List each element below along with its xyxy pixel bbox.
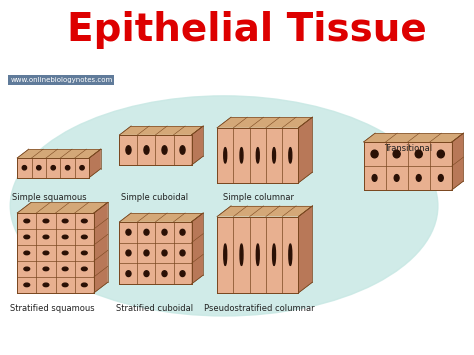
Ellipse shape [126, 229, 131, 235]
Ellipse shape [62, 283, 68, 286]
Ellipse shape [24, 283, 30, 286]
Ellipse shape [43, 235, 49, 239]
Polygon shape [217, 128, 299, 183]
Ellipse shape [126, 146, 131, 154]
Ellipse shape [162, 229, 167, 235]
Ellipse shape [51, 165, 55, 170]
Ellipse shape [415, 150, 422, 158]
Ellipse shape [65, 165, 70, 170]
Text: Transitional: Transitional [383, 144, 432, 153]
Ellipse shape [273, 148, 275, 163]
Ellipse shape [43, 251, 49, 255]
Text: www.onlinebiologynotes.com: www.onlinebiologynotes.com [10, 77, 112, 83]
Text: Stratified squamous: Stratified squamous [10, 304, 94, 312]
Text: Epithelial Tissue: Epithelial Tissue [67, 11, 427, 49]
Ellipse shape [144, 229, 149, 235]
Ellipse shape [43, 267, 49, 271]
Polygon shape [191, 126, 203, 165]
Ellipse shape [224, 148, 227, 163]
Ellipse shape [371, 150, 378, 158]
Ellipse shape [43, 283, 49, 286]
Ellipse shape [144, 146, 149, 154]
Ellipse shape [126, 250, 131, 256]
Polygon shape [217, 217, 299, 293]
Ellipse shape [180, 146, 185, 154]
Ellipse shape [22, 165, 27, 170]
Ellipse shape [256, 148, 259, 163]
Ellipse shape [82, 267, 87, 271]
Ellipse shape [438, 150, 444, 158]
Ellipse shape [36, 165, 41, 170]
Ellipse shape [289, 148, 292, 163]
Polygon shape [299, 117, 312, 183]
Ellipse shape [62, 235, 68, 239]
Polygon shape [452, 133, 464, 190]
Ellipse shape [24, 235, 30, 239]
Ellipse shape [24, 251, 30, 255]
Text: Simple columnar: Simple columnar [223, 193, 294, 202]
Ellipse shape [82, 283, 87, 286]
Ellipse shape [62, 219, 68, 223]
Polygon shape [94, 202, 108, 293]
Ellipse shape [162, 250, 167, 256]
Polygon shape [364, 133, 464, 142]
Ellipse shape [162, 271, 167, 277]
Ellipse shape [180, 229, 185, 235]
Ellipse shape [416, 175, 421, 181]
Ellipse shape [80, 165, 84, 170]
Ellipse shape [240, 148, 243, 163]
Ellipse shape [24, 267, 30, 271]
Ellipse shape [82, 251, 87, 255]
Ellipse shape [10, 96, 438, 316]
Text: Simple squamous: Simple squamous [12, 193, 87, 202]
Polygon shape [364, 142, 452, 190]
Polygon shape [119, 213, 203, 222]
Ellipse shape [62, 267, 68, 271]
Ellipse shape [438, 175, 443, 181]
Polygon shape [17, 149, 101, 158]
Polygon shape [217, 206, 312, 217]
Ellipse shape [224, 244, 227, 266]
Polygon shape [299, 206, 312, 293]
Polygon shape [119, 222, 191, 284]
Polygon shape [17, 213, 94, 293]
Polygon shape [17, 158, 89, 178]
Ellipse shape [240, 244, 243, 266]
Ellipse shape [43, 219, 49, 223]
Ellipse shape [144, 250, 149, 256]
Ellipse shape [126, 271, 131, 277]
Ellipse shape [180, 250, 185, 256]
Ellipse shape [289, 244, 292, 266]
Ellipse shape [394, 175, 399, 181]
Ellipse shape [273, 244, 275, 266]
Polygon shape [17, 202, 108, 213]
Ellipse shape [24, 219, 30, 223]
Polygon shape [217, 117, 312, 128]
Text: Pseudostratified columnar: Pseudostratified columnar [204, 304, 314, 312]
Ellipse shape [162, 146, 167, 154]
Ellipse shape [180, 271, 185, 277]
Text: Stratified cuboidal: Stratified cuboidal [116, 304, 193, 312]
Polygon shape [191, 213, 203, 284]
Polygon shape [119, 126, 203, 135]
Text: Simple cuboidal: Simple cuboidal [121, 193, 188, 202]
Ellipse shape [62, 251, 68, 255]
Polygon shape [89, 149, 101, 178]
Ellipse shape [372, 175, 377, 181]
Ellipse shape [393, 150, 400, 158]
Ellipse shape [144, 271, 149, 277]
Ellipse shape [256, 244, 259, 266]
Polygon shape [119, 135, 191, 165]
Ellipse shape [82, 219, 87, 223]
Ellipse shape [82, 235, 87, 239]
